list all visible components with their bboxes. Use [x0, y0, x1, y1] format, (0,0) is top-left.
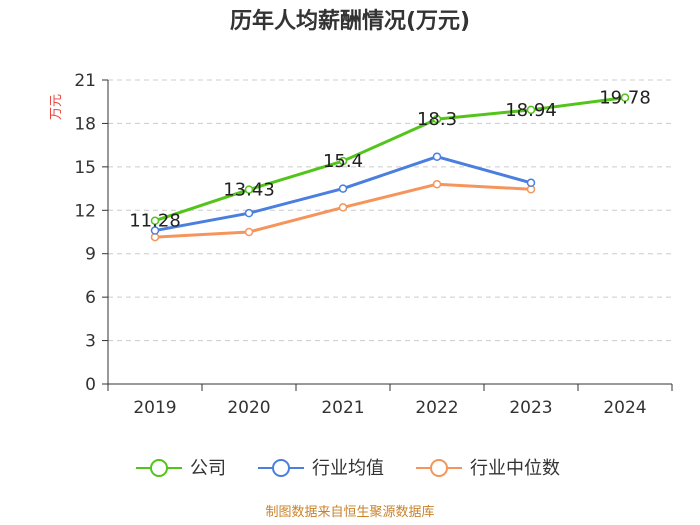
series-lines [150, 93, 630, 242]
y-tick-label: 21 [74, 71, 96, 91]
source-note: 制图数据来自恒生聚源数据库 [265, 504, 434, 520]
legend: 公司 行业均值 行业中位数 [136, 458, 560, 479]
data-point-2022 [432, 114, 442, 124]
data-point-2019 [150, 226, 160, 235]
legend-marker [150, 459, 168, 477]
series-line-0 [154, 96, 626, 223]
legend-item-2: 行业中位数 [416, 458, 560, 479]
series-1 [150, 152, 536, 235]
data-point-2020 [244, 227, 254, 237]
data-point-2023 [526, 178, 536, 188]
legend-item-1: 行业均值 [258, 458, 384, 479]
data-point-2023 [526, 105, 536, 115]
legend-marker [272, 459, 290, 477]
data-labels: 11.28 13.43 15.4 18.3 18.94 19.78 [129, 88, 651, 232]
data-label-2023: 18.94 [505, 100, 557, 121]
y-tick-label: 0 [85, 375, 96, 395]
legend-label: 公司 [190, 458, 226, 479]
data-label-2024: 19.78 [599, 88, 651, 109]
data-point-2019 [150, 216, 160, 225]
chart-title: 历年人均薪酬情况(万元) [230, 8, 470, 34]
data-point-2022 [432, 179, 442, 189]
data-point-2021 [338, 184, 348, 193]
series-2 [150, 179, 536, 242]
x-tick-label-2023: 2023 [509, 398, 552, 418]
y-tick-label: 6 [85, 288, 96, 308]
data-label-2019: 11.28 [129, 211, 181, 232]
axes: 0 3 6 9 12 15 18 21 2019 2020 2021 2022 2023 2024 [74, 71, 673, 418]
x-tick-label-2020: 2020 [227, 398, 270, 418]
y-tick-label: 9 [85, 245, 96, 265]
legend-label: 行业中位数 [470, 458, 560, 479]
data-point-2021 [338, 156, 348, 166]
data-point-2021 [338, 203, 348, 212]
legend-label: 行业均值 [312, 458, 384, 479]
data-label-2020: 13.43 [223, 180, 275, 201]
legend-marker [430, 459, 448, 477]
y-tick-label: 18 [74, 114, 96, 134]
y-tick-label: 3 [85, 332, 96, 352]
x-tick-label-2019: 2019 [133, 398, 176, 418]
data-point-2022 [432, 152, 442, 161]
data-label-2022: 18.3 [417, 109, 457, 130]
data-point-2020 [244, 185, 254, 194]
x-tick-label-2024: 2024 [603, 398, 646, 418]
x-tick-label-2021: 2021 [321, 398, 364, 418]
x-tick-label-2022: 2022 [415, 398, 458, 418]
data-point-2020 [244, 208, 254, 218]
data-point-2024 [620, 93, 630, 102]
data-label-2021: 15.4 [323, 151, 363, 172]
series-0 [150, 93, 630, 225]
y-tick-label: 12 [74, 201, 96, 221]
legend-item-0: 公司 [136, 458, 226, 479]
grid-lines [108, 79, 672, 342]
y-axis-unit-label: 万元 [49, 94, 64, 120]
y-tick-label: 15 [74, 158, 96, 178]
